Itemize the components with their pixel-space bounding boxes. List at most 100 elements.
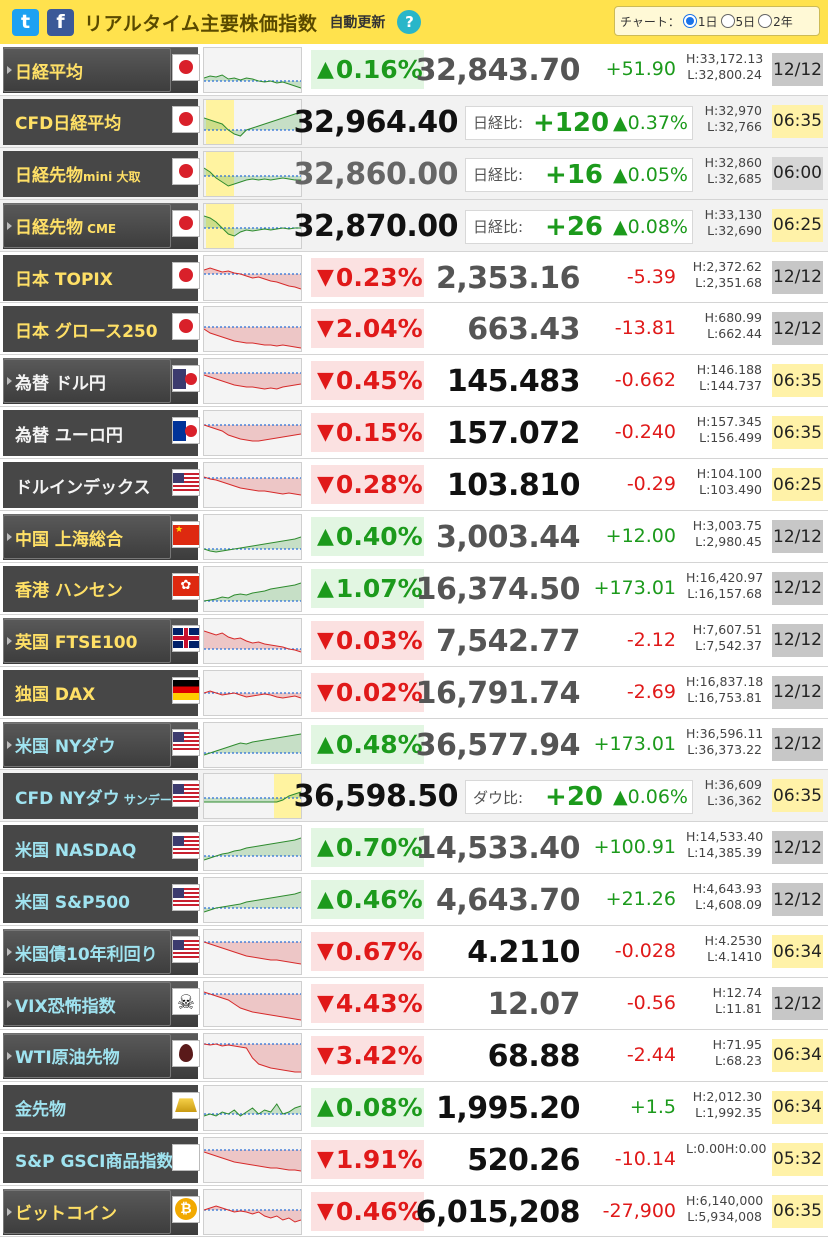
update-time: 12/12 xyxy=(772,520,823,554)
expand-button[interactable] xyxy=(3,1189,171,1234)
expand-button[interactable] xyxy=(3,930,171,975)
header-bar: t f リアルタイム主要株価指数 自動更新 ? チャート： 1日 5日 2年 xyxy=(0,0,828,44)
expand-button[interactable] xyxy=(3,982,171,1027)
diff-percent: ▲0.05% xyxy=(613,163,688,186)
instrument-name-cell[interactable]: ビットコイン xyxy=(3,1188,198,1235)
radio-icon[interactable] xyxy=(758,14,773,28)
sparkline-chart[interactable] xyxy=(203,202,302,249)
percent-value: 0.40% xyxy=(335,522,423,552)
sparkline-chart[interactable] xyxy=(203,565,302,612)
sparkline-chart[interactable] xyxy=(203,877,302,924)
price: 663.43 xyxy=(467,312,580,348)
radio-label: 1日 xyxy=(697,14,718,29)
instrument-name: 日経先物 CME xyxy=(15,213,116,238)
instrument-name: 為替 ドル円 xyxy=(15,369,106,394)
chart-range-1d[interactable]: 1日 xyxy=(682,13,718,30)
percent-change: ▼ 0.15% xyxy=(311,413,424,453)
sparkline-chart[interactable] xyxy=(203,1084,302,1131)
instrument-name-text: 為替 ドル円 xyxy=(15,373,106,394)
sparkline-svg xyxy=(204,203,301,248)
price-change: +21.26 xyxy=(605,888,676,911)
gold-bar-icon xyxy=(172,1091,200,1119)
price: 14,533.40 xyxy=(415,831,581,867)
instrument-name-text: 中国 上海総合 xyxy=(15,529,123,550)
chart-range-5d[interactable]: 5日 xyxy=(720,13,756,30)
sparkline-chart[interactable] xyxy=(203,1136,302,1183)
price-change: +51.90 xyxy=(605,58,676,80)
price: 16,791.74 xyxy=(415,675,581,711)
quote-row: 中国 上海総合 ★ ▲ 0.40% 3,003.44 +12.00 H:3,003.75 L:… xyxy=(0,511,828,563)
expand-button[interactable] xyxy=(3,203,171,248)
blank-icon xyxy=(172,1143,200,1171)
sparkline-chart[interactable] xyxy=(203,306,302,353)
instrument-name-cell[interactable]: 米国 NYダウ xyxy=(3,721,198,768)
low-value: L:16,753.81 xyxy=(687,689,762,705)
price: 6,015,208 xyxy=(415,1194,581,1230)
sparkline-chart[interactable] xyxy=(203,47,302,93)
diff-percent: ▲0.08% xyxy=(613,215,688,238)
help-icon[interactable]: ? xyxy=(397,10,422,34)
sparkline-chart[interactable] xyxy=(203,98,302,145)
sparkline-chart[interactable] xyxy=(203,1032,302,1079)
radio-selected-icon[interactable] xyxy=(682,14,697,28)
high-value: H:3,003.75 xyxy=(692,518,762,534)
radio-label: 5日 xyxy=(735,14,756,29)
percent-value: 0.46% xyxy=(335,1196,423,1226)
percent-value: 3.42% xyxy=(335,1040,423,1070)
sparkline-chart[interactable] xyxy=(203,514,302,561)
instrument-name-cell[interactable]: 米国債10年利回り xyxy=(3,929,198,976)
sparkline-svg xyxy=(204,891,301,913)
expand-button[interactable] xyxy=(3,48,171,92)
diff-label: 日経比: xyxy=(473,218,524,237)
price: 103.810 xyxy=(446,468,581,504)
instrument-name-cell[interactable]: WTI原油先物 xyxy=(3,1032,198,1079)
sparkline-chart[interactable] xyxy=(203,254,302,301)
high-low: H:32,860 L:32,685 xyxy=(686,155,762,187)
instrument-name-cell[interactable]: VIX恐怖指数 xyxy=(3,981,198,1028)
update-time: 06:34 xyxy=(772,1090,823,1124)
instrument-name-cell[interactable]: 日経平均 xyxy=(3,47,198,93)
sparkline-chart[interactable] xyxy=(203,721,302,768)
instrument-name: 日経先物mini 大取 xyxy=(15,161,140,186)
chart-range-2y[interactable]: 2年 xyxy=(758,13,793,30)
expand-button[interactable] xyxy=(3,515,171,560)
low-value: L:32,685 xyxy=(707,170,762,186)
sparkline-chart[interactable] xyxy=(203,617,302,664)
twitter-icon[interactable]: t xyxy=(12,8,39,36)
high-low: H:4.2530 L:4.1410 xyxy=(686,933,762,965)
sparkline-line xyxy=(204,630,301,653)
sparkline-chart[interactable] xyxy=(203,150,302,197)
sparkline-area xyxy=(204,582,301,601)
sparkline-line xyxy=(204,167,301,187)
instrument-name-text: 日経先物 xyxy=(15,166,83,187)
sparkline-chart[interactable] xyxy=(203,410,302,457)
sparkline-chart[interactable] xyxy=(203,462,302,509)
expand-button[interactable] xyxy=(3,722,171,767)
percent-change: ▼ 0.46% xyxy=(311,1191,424,1231)
instrument-name-cell[interactable]: 中国 上海総合 xyxy=(3,514,198,561)
price-change: -5.39 xyxy=(626,265,676,288)
sparkline-chart[interactable] xyxy=(203,1188,302,1235)
instrument-name-cell[interactable]: 英国 FTSE100 xyxy=(3,617,198,664)
sparkline-chart[interactable] xyxy=(203,929,302,976)
sparkline-chart[interactable] xyxy=(203,981,302,1028)
diff-box: 日経比: +16 ▲0.05% xyxy=(465,157,693,192)
percent-value: 0.48% xyxy=(335,729,423,759)
expand-button[interactable] xyxy=(3,618,171,663)
sparkline-chart[interactable] xyxy=(203,773,302,820)
sparkline-area xyxy=(204,1149,301,1171)
de-flag-icon xyxy=(172,676,200,704)
expand-button[interactable] xyxy=(3,1033,171,1078)
low-value: L:2,980.45 xyxy=(695,534,762,550)
sparkline-line xyxy=(204,690,301,699)
low-value: L:103.490 xyxy=(699,482,762,498)
expand-button[interactable] xyxy=(3,359,171,404)
sparkline-chart[interactable] xyxy=(203,825,302,872)
instrument-name-cell[interactable]: 為替 ドル円 xyxy=(3,358,198,405)
sparkline-chart[interactable] xyxy=(203,358,302,405)
facebook-icon[interactable]: f xyxy=(47,8,74,36)
radio-icon[interactable] xyxy=(720,14,735,28)
sparkline-line xyxy=(204,215,301,237)
sparkline-chart[interactable] xyxy=(203,669,302,716)
instrument-name-cell[interactable]: 日経先物 CME xyxy=(3,202,198,249)
